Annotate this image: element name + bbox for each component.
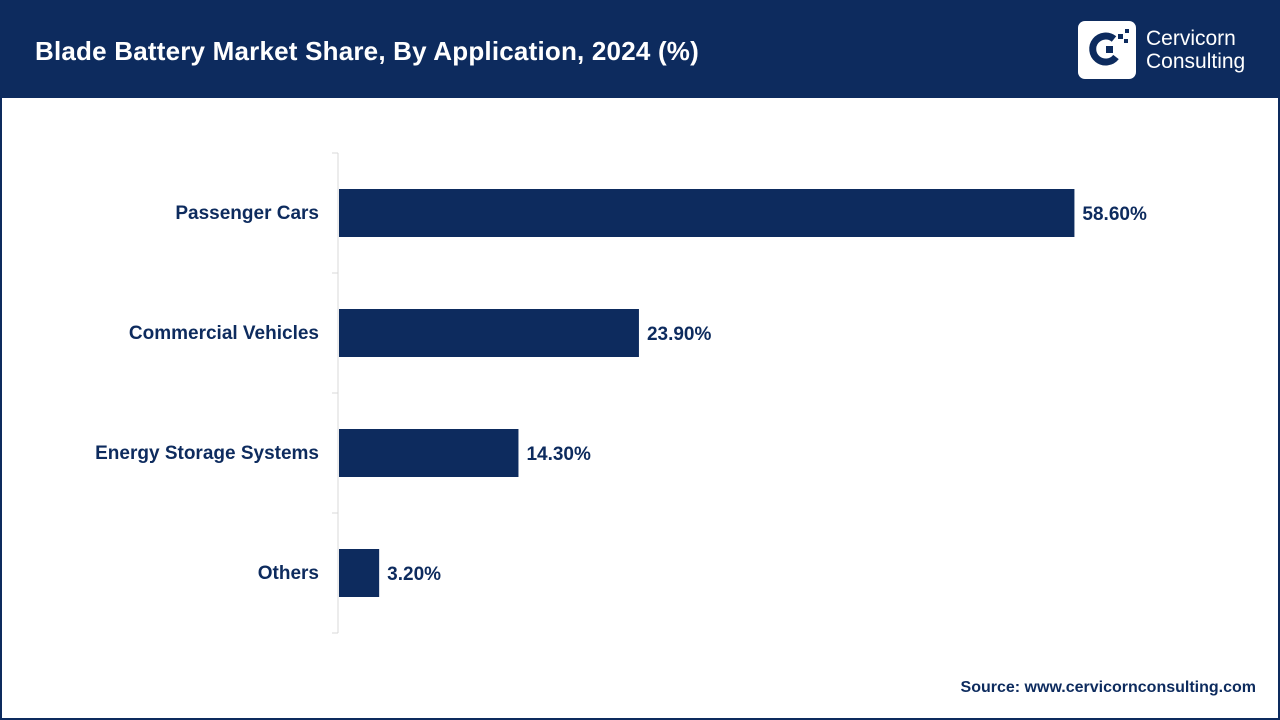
category-label: Passenger Cars xyxy=(175,203,319,224)
logo-line-1: Cervicorn xyxy=(1146,27,1236,50)
source-note: Source: www.cervicornconsulting.com xyxy=(960,679,1256,696)
category-label: Energy Storage Systems xyxy=(95,443,319,464)
logo-text: Cervicorn Consulting xyxy=(1146,27,1245,73)
header-bar: Blade Battery Market Share, By Applicati… xyxy=(2,2,1278,98)
bar-2 xyxy=(339,309,639,357)
bar-4 xyxy=(339,549,380,597)
data-label: 23.90% xyxy=(647,324,712,345)
logo-line-2: Consulting xyxy=(1146,50,1246,73)
bar-3 xyxy=(339,429,519,477)
bar-chart: Passenger Cars 58.60% Commercial Vehicles 2… xyxy=(95,152,1147,634)
data-label: 3.20% xyxy=(387,564,441,585)
category-label: Others xyxy=(258,563,319,584)
data-label: 14.30% xyxy=(526,444,591,465)
data-label: 58.60% xyxy=(1082,204,1147,225)
chart-title: Blade Battery Market Share, By Applicati… xyxy=(35,36,699,66)
category-label: Commercial Vehicles xyxy=(129,323,319,344)
cervicorn-logo-icon xyxy=(1078,21,1136,79)
bar-1 xyxy=(339,189,1075,237)
